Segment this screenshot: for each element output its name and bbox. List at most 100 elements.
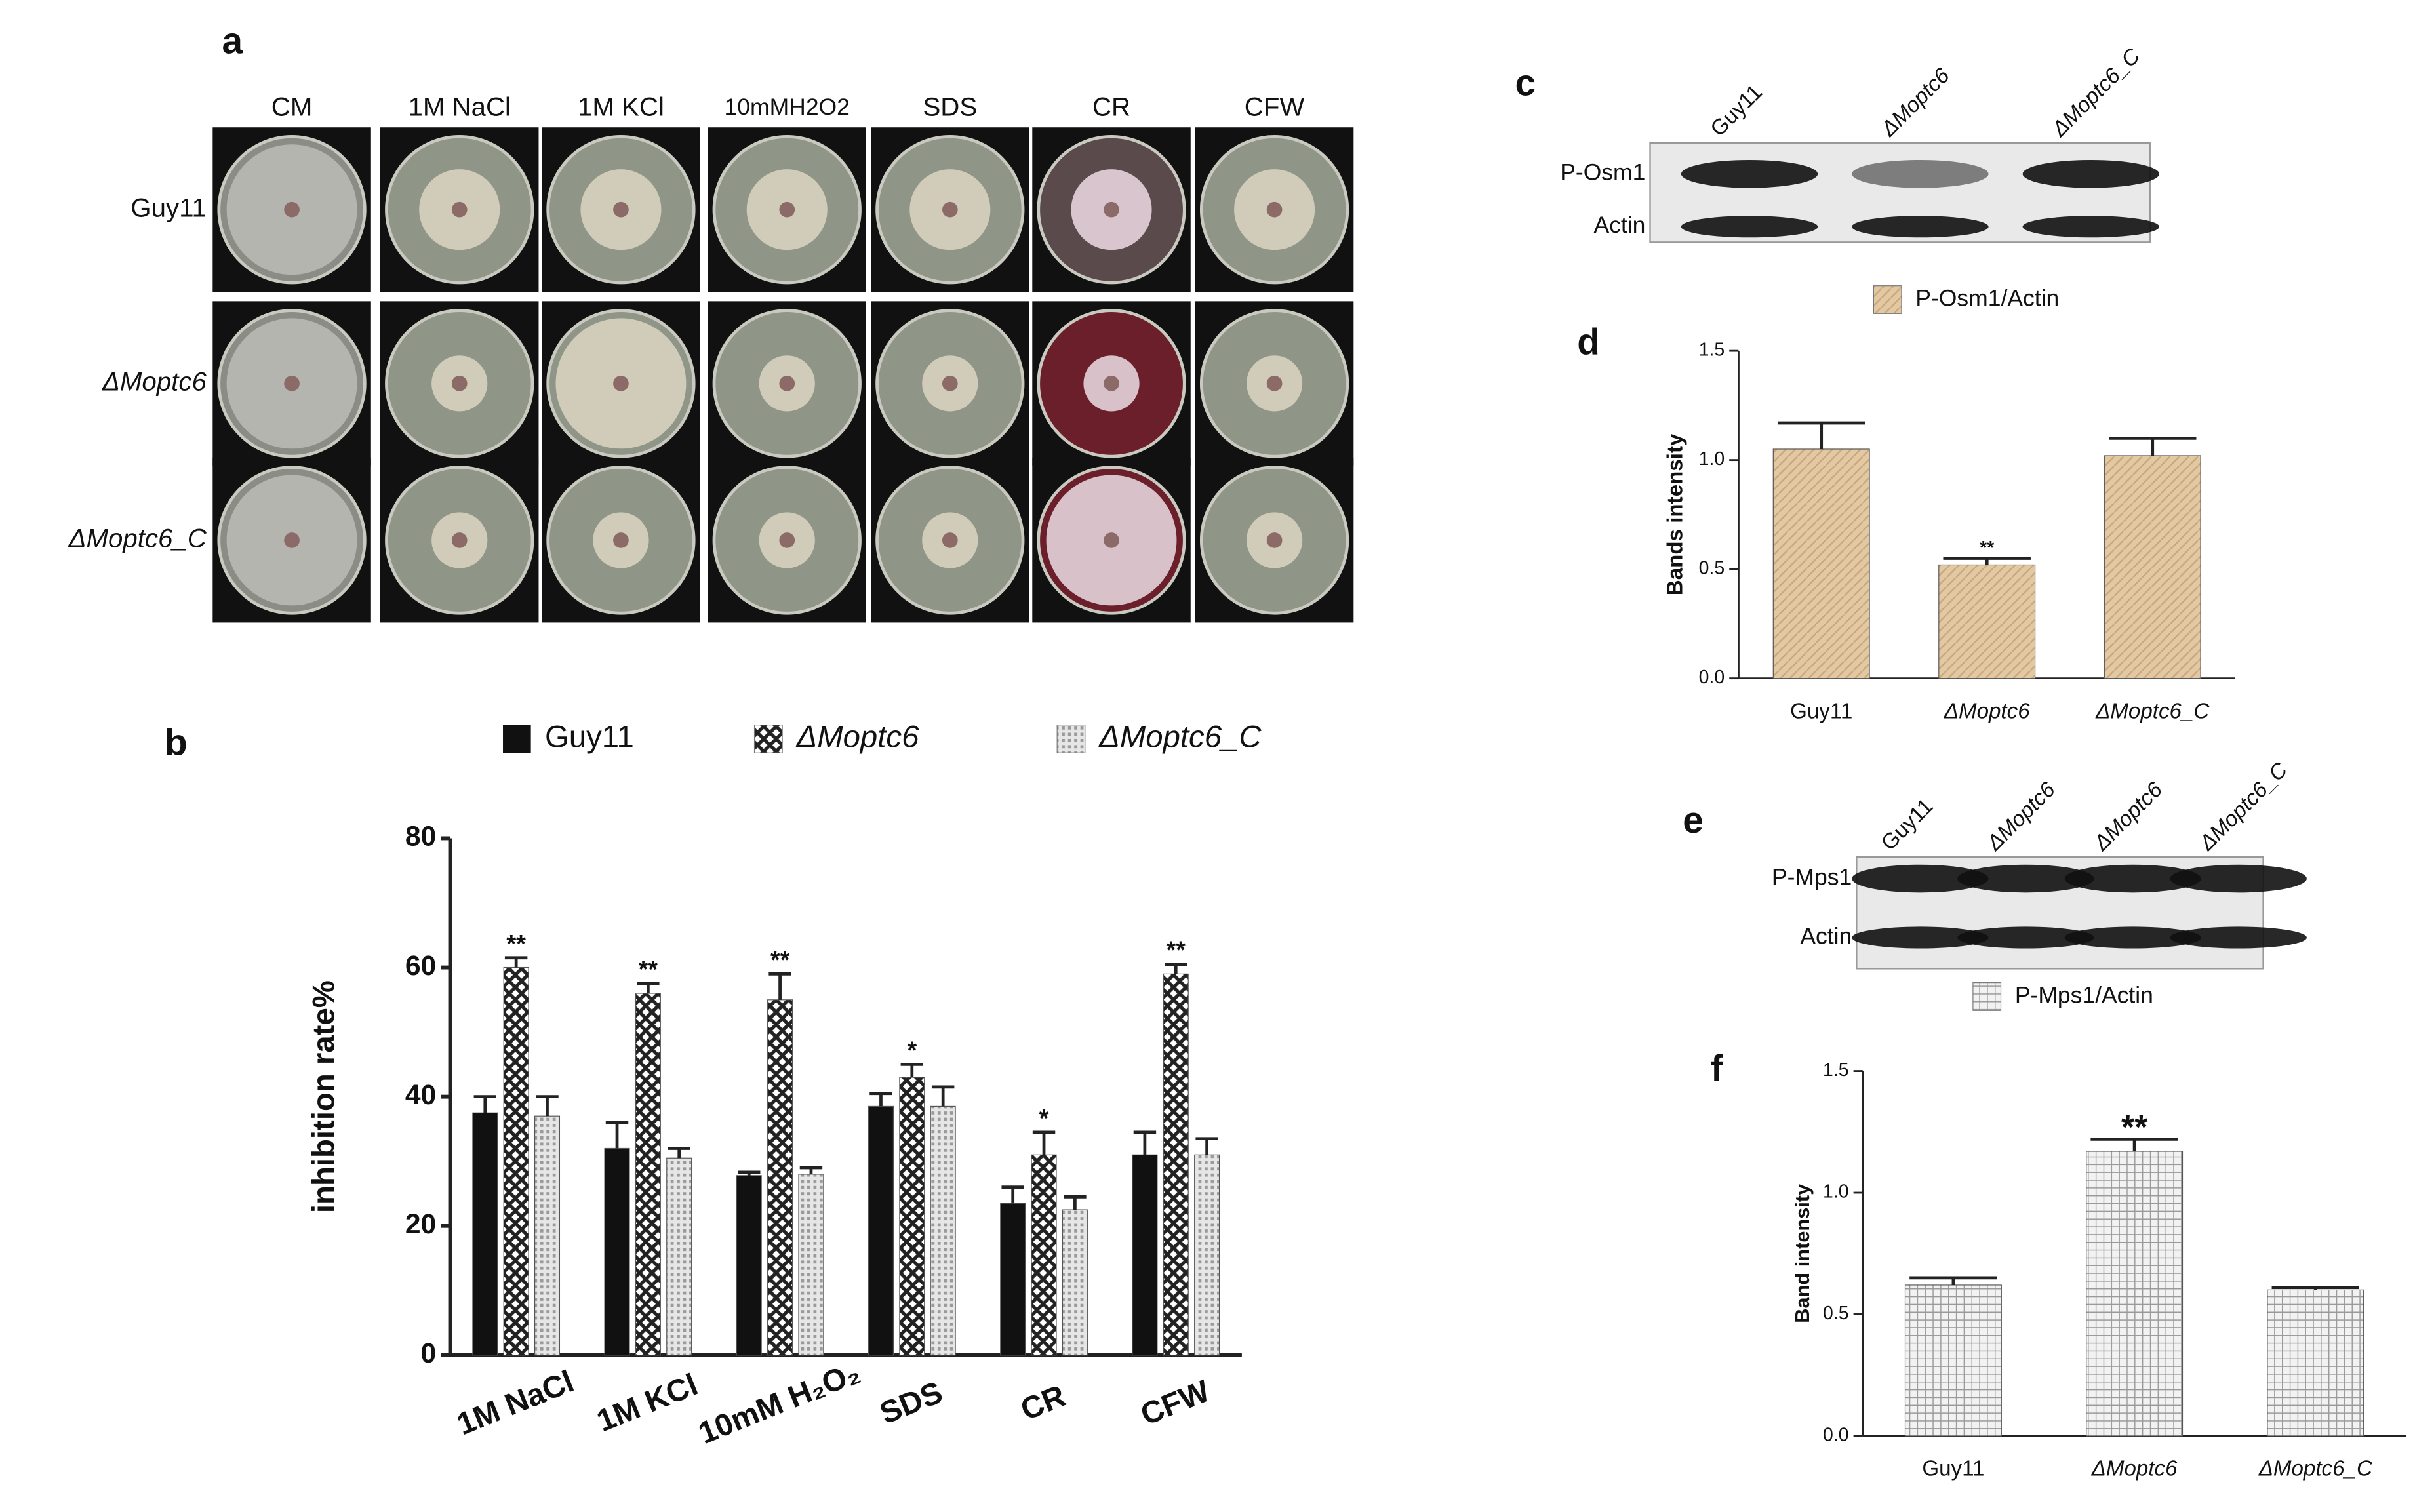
band-label: Actin (1800, 923, 1852, 949)
bar (472, 1112, 498, 1356)
y-axis-label: Bands intensity (1663, 433, 1687, 595)
error-bar (1001, 1185, 1024, 1204)
blot-band (2064, 926, 2201, 949)
blot-band (1852, 159, 1989, 188)
colony-center (451, 201, 468, 218)
band-label: P-Mps1 (1772, 864, 1852, 890)
bar (666, 1157, 692, 1356)
error-bar (1195, 1137, 1218, 1155)
bar (635, 993, 661, 1356)
row-label: ΔMoptc6_C (68, 524, 207, 553)
error-bar (2090, 1138, 2178, 1151)
column-label: 1M KCl (578, 92, 664, 121)
error-bar (1909, 1276, 1997, 1285)
legend-swatch (1873, 285, 1902, 314)
colony-center (284, 376, 300, 391)
colony-center (613, 376, 629, 391)
colony-center (284, 532, 300, 548)
panel-label: e (1683, 800, 1704, 841)
lane-label: Guy11 (1706, 80, 1767, 141)
blot-band (1852, 926, 1989, 949)
bar (1772, 448, 1870, 679)
bar (930, 1105, 956, 1356)
colony-center (613, 532, 629, 548)
lane-label: ΔMoptc6_C (2195, 757, 2293, 856)
colony-center (451, 376, 468, 391)
lane-label: ΔMoptc6 (1876, 63, 1955, 142)
significance: ** (1980, 538, 1995, 559)
y-tick-label: 0.5 (1699, 558, 1725, 579)
colony-center (1104, 376, 1119, 391)
error-bar (931, 1085, 955, 1107)
colony-center (942, 376, 958, 391)
x-tick-label: CR (1016, 1378, 1070, 1427)
x-tick-label: 1M NaCl (452, 1364, 579, 1442)
error-bar (799, 1166, 823, 1174)
colony-center (1266, 532, 1283, 548)
column-label: 1M NaCl (408, 92, 511, 121)
legend-swatch (1056, 725, 1086, 753)
bar (899, 1077, 925, 1356)
legend-label: P-Osm1/Actin (1915, 285, 2059, 311)
y-tick-label: 20 (405, 1208, 436, 1240)
blot-band (2170, 926, 2307, 949)
legend-label: ΔMoptc6_C (1098, 719, 1262, 754)
error-bar (768, 972, 791, 1000)
colony-center (284, 201, 300, 218)
error-bar (504, 956, 528, 968)
x-tick-label: ΔMoptc6 (1944, 699, 2030, 723)
column-label: SDS (923, 92, 977, 121)
bar (1031, 1154, 1057, 1356)
lane-label: Guy11 (1877, 794, 1938, 855)
blot-band (2022, 216, 2159, 238)
error-bar (473, 1095, 497, 1113)
y-tick-label: 0 (421, 1338, 437, 1369)
y-tick-label: 0.0 (1699, 667, 1725, 688)
panel-label: d (1577, 322, 1600, 363)
error-bar (1133, 1130, 1157, 1155)
y-axis-label: inhibition rate% (307, 980, 342, 1213)
colony-center (1266, 201, 1283, 218)
bar (1194, 1154, 1220, 1356)
blot-band (2170, 864, 2307, 893)
colony-center (1104, 201, 1119, 218)
panel-label: c (1515, 62, 1536, 104)
lane-label: ΔMoptc6_C (2047, 43, 2145, 142)
blot-band (1852, 864, 1989, 893)
bar (868, 1105, 894, 1356)
y-tick-label: 1.5 (1699, 340, 1725, 361)
error-bar (1943, 557, 2031, 565)
legend-label: P-Mps1/Actin (2015, 982, 2153, 1008)
x-tick-label: 10mM H₂O₂ (694, 1355, 865, 1451)
significance: ** (1167, 937, 1186, 965)
y-tick-label: 80 (405, 821, 436, 852)
panel-label: b (165, 722, 188, 763)
blot-band (1957, 864, 2094, 893)
legend-swatch (753, 725, 783, 753)
error-bar (869, 1092, 892, 1107)
bar (767, 999, 793, 1356)
colony-center (942, 201, 958, 218)
error-bar (900, 1062, 924, 1078)
error-bar (1064, 1195, 1087, 1210)
panel-label: f (1711, 1048, 1724, 1090)
colony-center (779, 201, 795, 218)
x-tick-label: SDS (875, 1375, 948, 1431)
error-bar (605, 1121, 629, 1149)
legend-swatch (503, 725, 531, 753)
error-bar (637, 982, 660, 993)
colony-center (613, 201, 629, 218)
y-tick-label: 1.0 (1699, 448, 1725, 469)
bar (534, 1115, 561, 1356)
error-bar (1165, 963, 1187, 974)
bar (1938, 564, 2036, 679)
band-label: P-Osm1 (1560, 159, 1645, 186)
colony-center (942, 532, 958, 548)
column-label: 10mMH2O2 (725, 94, 850, 120)
bar (604, 1147, 630, 1356)
bar (503, 966, 529, 1356)
bar (1062, 1209, 1088, 1356)
bar (2086, 1151, 2184, 1437)
legend-label: ΔMoptc6 (795, 719, 919, 754)
